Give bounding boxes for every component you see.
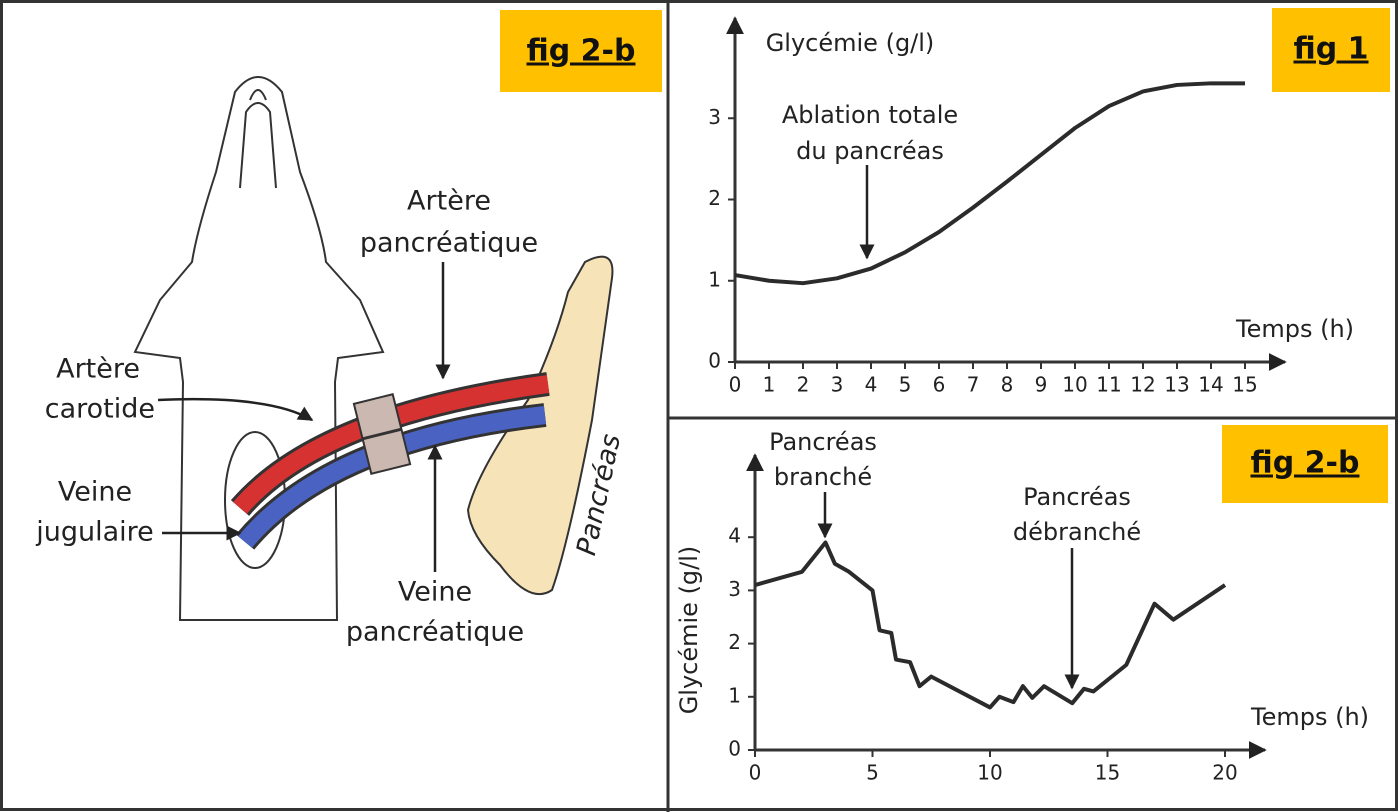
y-axis-label: Glycémie (g/l) [766,29,935,57]
y-tick-label: 0 [708,349,721,373]
y-tick-label: 2 [708,186,721,210]
y-tick-label: 2 [728,630,741,654]
x-tick-label: 8 [1001,373,1014,397]
annotation: débranché [1013,518,1141,546]
title-box [1272,8,1390,92]
label: Artère [56,354,140,385]
y-tick-label: 0 [728,737,741,761]
dog-snout [239,102,277,189]
x-tick-label: 4 [865,373,878,397]
annotation: Pancréas [1023,483,1131,511]
y-tick-label: 1 [708,267,721,291]
diagram-title: fig 2-b [527,34,636,69]
vein [238,406,547,548]
annotation: Pancréas [769,428,877,456]
chart-title: fig 2-b [1251,446,1360,481]
label: jugulaire [35,517,154,548]
data-line [734,81,1245,286]
x-tick-label: 6 [933,373,946,397]
y-tick-label: 1 [728,683,741,707]
x-tick-label: 1 [763,373,776,397]
data-line [754,540,1227,710]
label: Artère [407,186,491,217]
x-tick-label: 11 [1096,373,1121,397]
x-tick-label: 0 [749,761,762,785]
artery [233,375,550,514]
y-tick-label: 3 [708,105,721,129]
y-tick-label: 3 [728,577,741,601]
x-tick-label: 7 [967,373,980,397]
annotation: Ablation totale [782,101,958,129]
x-tick-label: 14 [1198,373,1223,397]
x-tick-label: 5 [899,373,912,397]
x-tick-label: 5 [866,761,879,785]
x-tick-label: 15 [1095,761,1120,785]
label: pancréatique [360,228,538,259]
x-tick-label: 13 [1164,373,1189,397]
title-box [500,10,662,92]
label: Veine [58,477,132,508]
x-tick-label: 0 [729,373,742,397]
label: Veine [398,577,472,608]
label: pancréatique [346,617,524,648]
x-tick-label: 20 [1212,761,1237,785]
chart-title: fig 1 [1293,32,1368,67]
annotation: du pancréas [796,137,944,165]
x-tick-label: 12 [1130,373,1155,397]
x-tick-label: 2 [797,373,810,397]
x-axis-label: Temps (h) [1250,703,1369,731]
x-tick-label: 3 [831,373,844,397]
clamp-line [362,427,402,441]
x-tick-label: 9 [1035,373,1048,397]
x-tick-label: 10 [977,761,1002,785]
x-axis-label: Temps (h) [1235,315,1354,343]
title-box [1222,425,1388,503]
y-tick-label: 4 [728,524,741,548]
dog-nose [249,89,267,101]
diagram: fig 2-b Artère pancréatique Artère carot… [35,10,662,648]
x-tick-label: 15 [1232,373,1257,397]
label: carotide [45,394,155,425]
y-axis-label: Glycémie (g/l) [675,546,703,715]
arrow [157,397,314,422]
annotation: branché [774,463,872,491]
x-tick-label: 10 [1062,373,1087,397]
